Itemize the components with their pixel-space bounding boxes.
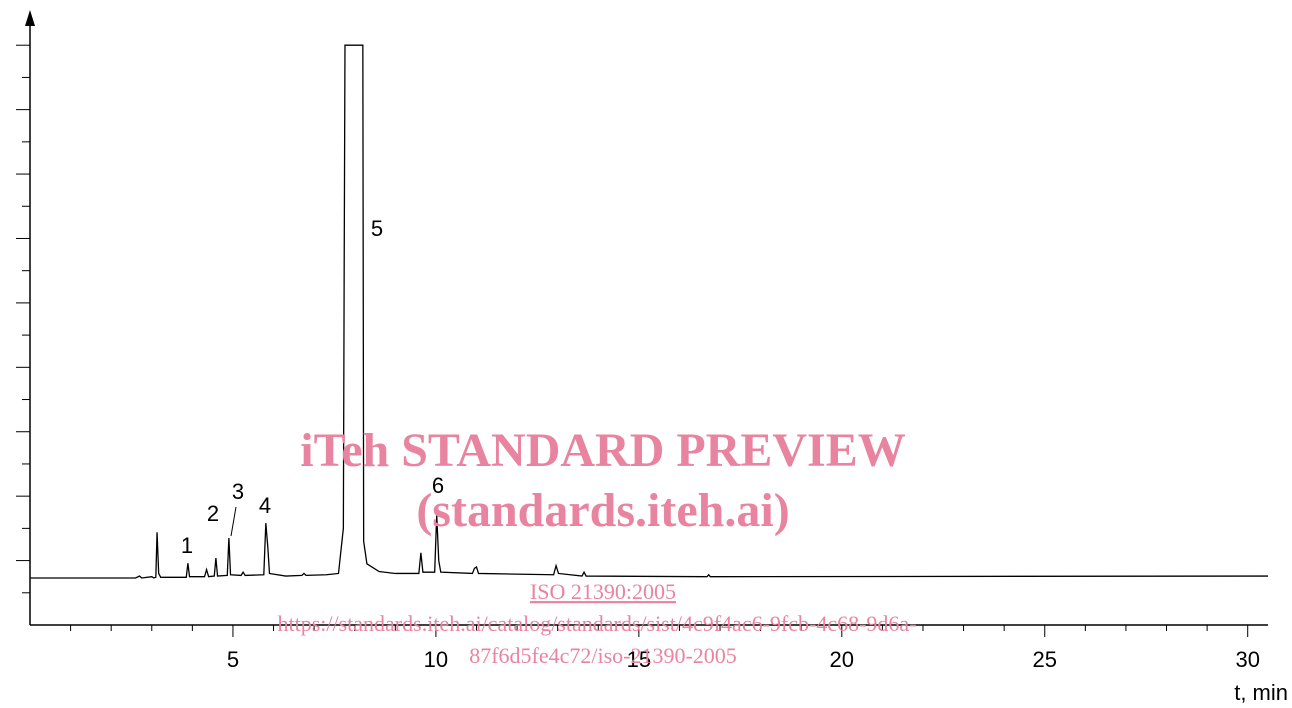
peak-label: 2 [207, 501, 219, 526]
leader-line [230, 506, 237, 537]
peak-label: 3 [232, 479, 244, 504]
watermark-subtitle: (standards.iteh.ai) [416, 484, 789, 537]
x-tick-label: 20 [830, 647, 854, 672]
peak-label: 4 [259, 493, 271, 518]
peak-label: 1 [181, 533, 193, 558]
x-tick-label: 30 [1235, 647, 1259, 672]
watermark-title: iTeh STANDARD PREVIEW [300, 424, 905, 477]
x-tick-label: 15 [627, 647, 651, 672]
x-tick-label: 10 [424, 647, 448, 672]
watermark-url: https://standards.iteh.ai/catalog/standa… [277, 611, 916, 636]
watermark-url: 87f6d5fe4c72/iso-21390-2005 [469, 643, 737, 668]
watermark-standard: ISO 21390:2005 [530, 579, 676, 604]
peak-label: 6 [432, 473, 444, 498]
x-axis-label: t, min [1234, 680, 1288, 705]
x-tick-label: 5 [227, 647, 239, 672]
y-axis-arrow [25, 10, 35, 26]
x-tick-label: 25 [1033, 647, 1057, 672]
chromatogram-trace [30, 44, 1269, 579]
peak-label: 5 [371, 216, 383, 241]
